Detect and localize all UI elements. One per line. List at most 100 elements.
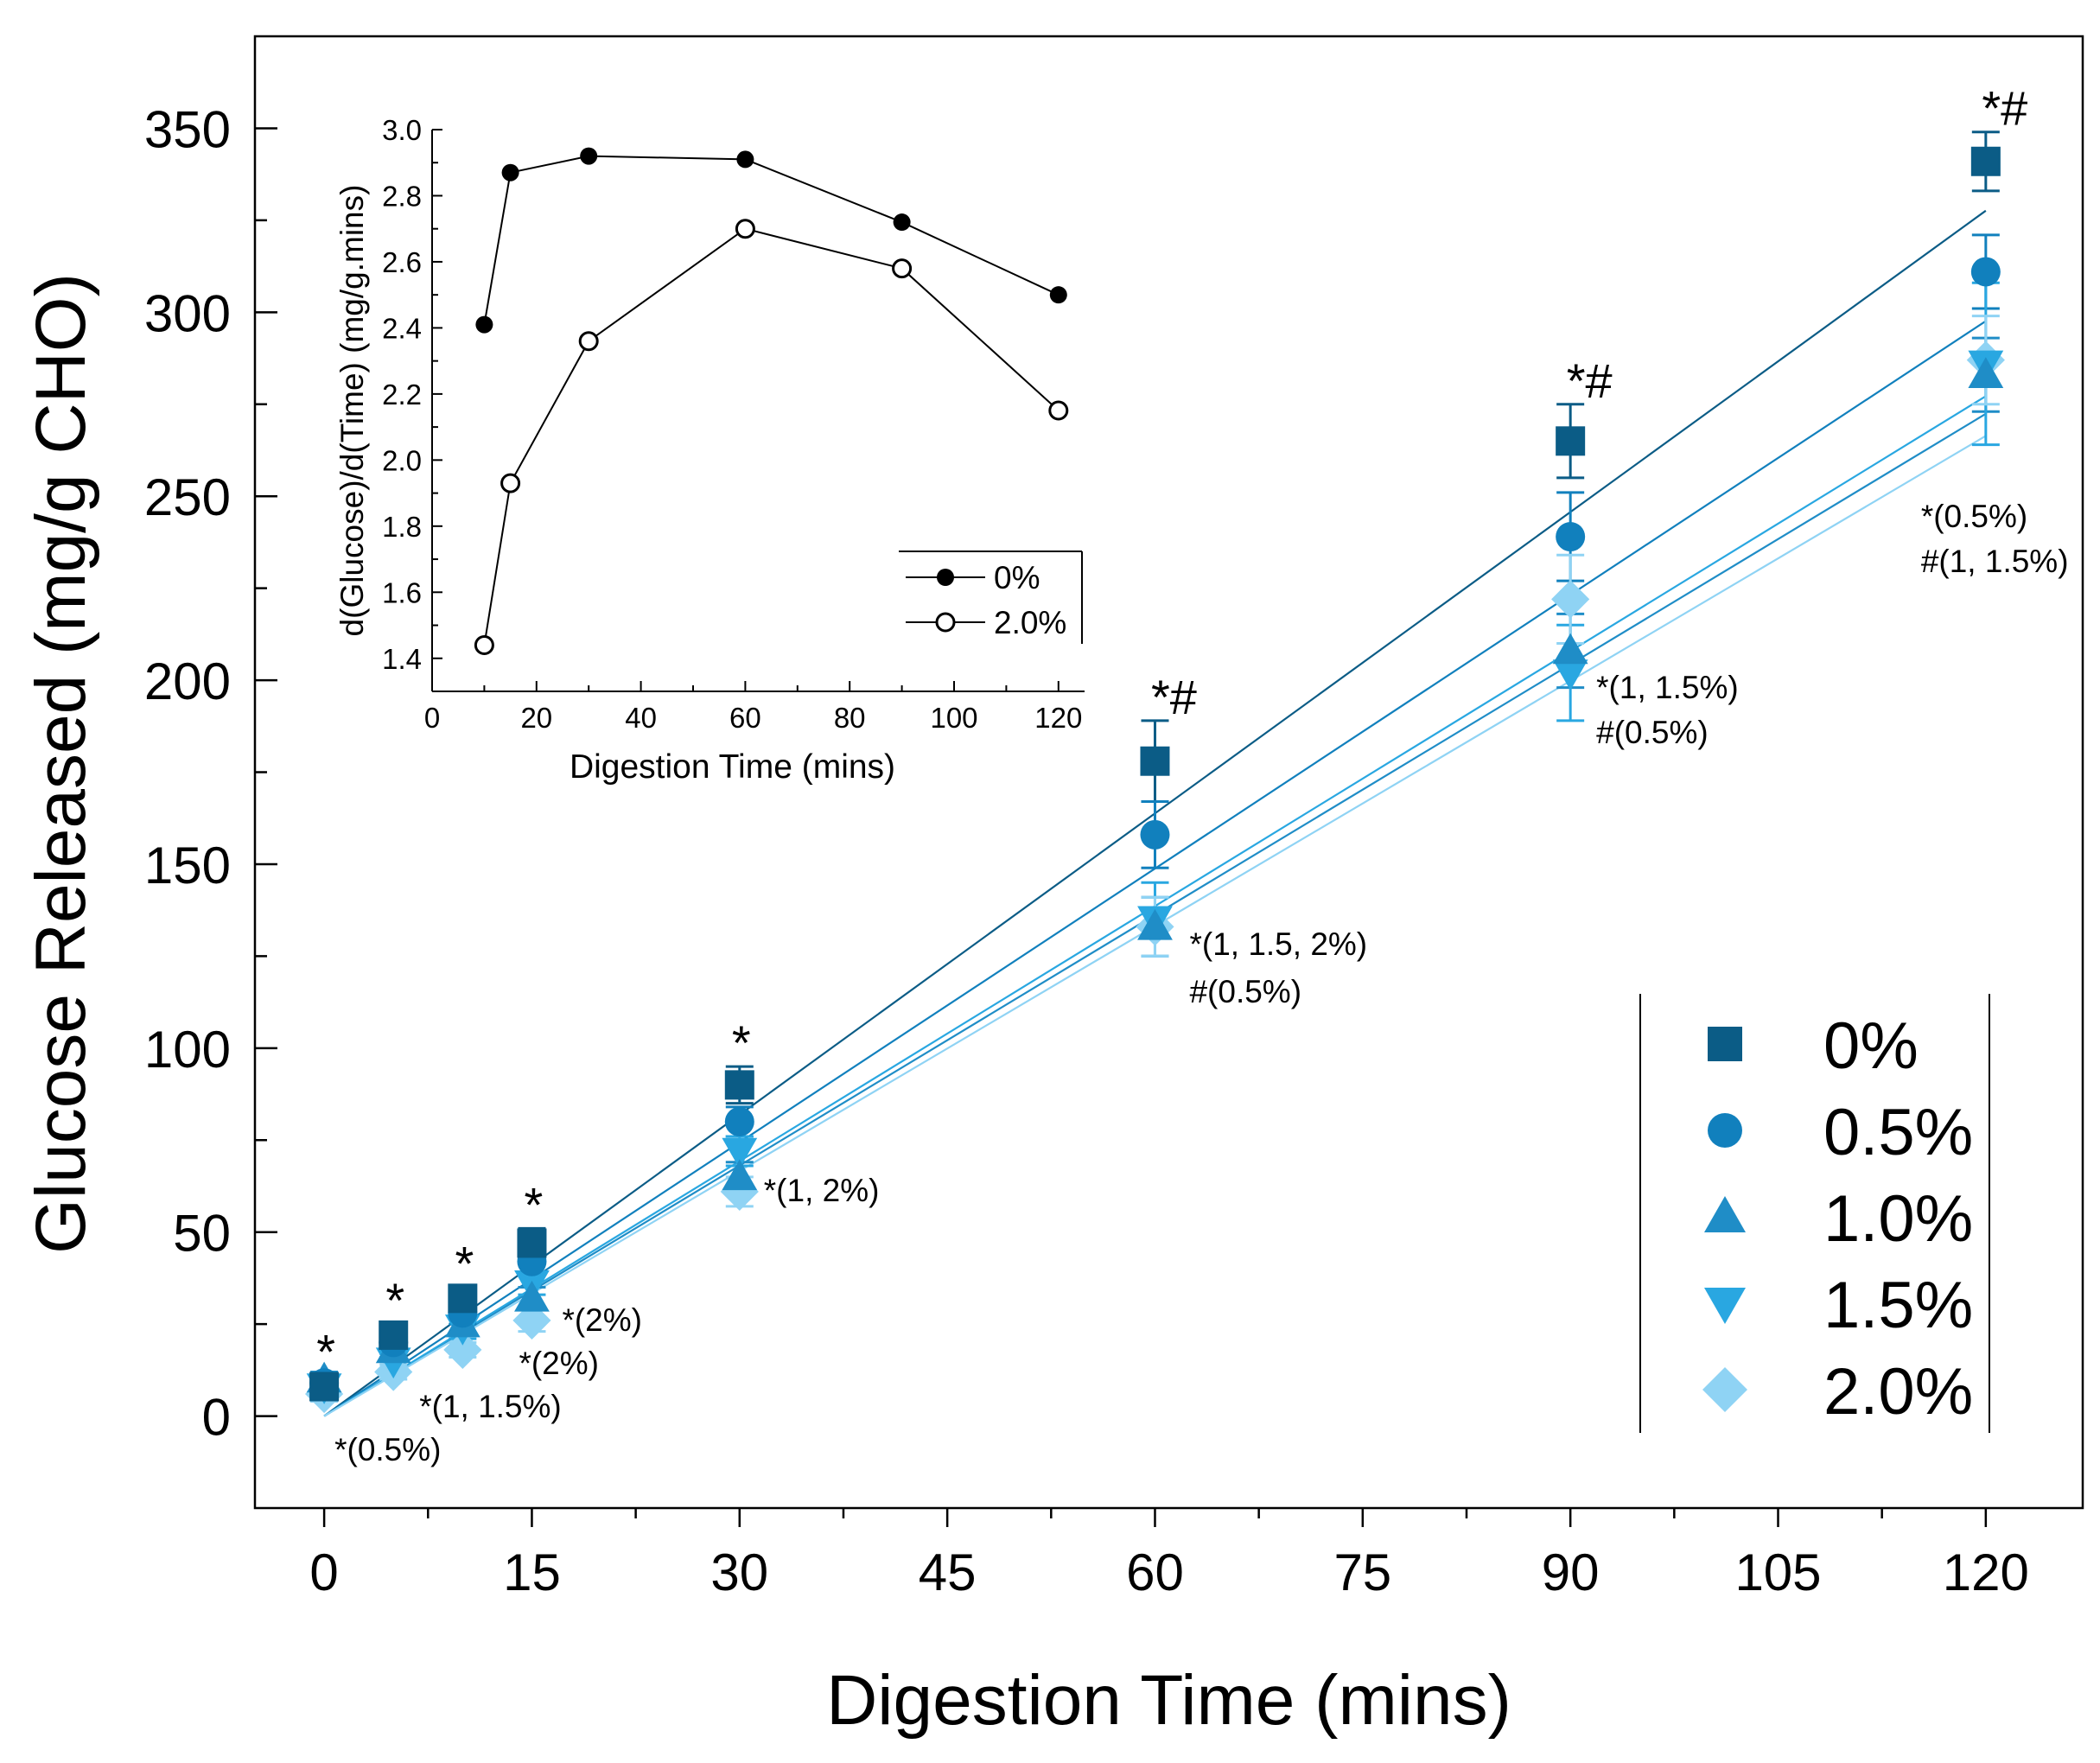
inset-data-point xyxy=(1049,286,1067,304)
inset-x-tick-label: 40 xyxy=(625,702,657,734)
inset-x-tick-label: 100 xyxy=(930,702,977,734)
inset-data-point xyxy=(736,150,754,169)
legend-label: 0.5% xyxy=(1823,1096,1973,1169)
legend-marker xyxy=(1704,1196,1746,1232)
inset-background xyxy=(432,130,1085,691)
inset-y-tick-label: 1.4 xyxy=(382,643,422,675)
annotation: *(1, 1.5, 2%) xyxy=(1189,926,1367,962)
significance-mark: *# xyxy=(1151,670,1197,724)
data-point xyxy=(514,1280,550,1312)
significance-mark: *# xyxy=(1982,81,2027,136)
inset-x-tick-label: 80 xyxy=(834,702,866,734)
annotation: #(0.5%) xyxy=(1189,974,1301,1009)
legend-label: 2.0% xyxy=(1823,1355,1973,1429)
annotation: *(0.5%) xyxy=(1921,499,2027,534)
inset-data-point xyxy=(500,473,521,493)
inset-data-point xyxy=(892,258,913,279)
data-point xyxy=(1968,357,2004,388)
data-point xyxy=(1551,580,1590,619)
data-point xyxy=(1556,426,1586,456)
inset-y-tick-label: 2.2 xyxy=(382,379,422,411)
inset-data-point xyxy=(580,147,598,165)
annotation: *(1, 1.5%) xyxy=(1596,670,1739,705)
inset-x-axis-label: Digestion Time (mins) xyxy=(570,748,895,786)
y-tick-label: 100 xyxy=(144,1021,231,1079)
data-point xyxy=(724,1070,754,1100)
inset-x-tick-label: 60 xyxy=(729,702,761,734)
significance-mark: * xyxy=(732,1015,751,1070)
x-tick-label: 105 xyxy=(1734,1543,1821,1601)
annotation: #(1, 1.5%) xyxy=(1921,544,2069,579)
significance-mark: * xyxy=(385,1273,404,1327)
inset-y-axis-label: d(Glucose)/d(Time) (mg/g.mins) xyxy=(334,185,370,637)
significance-mark: *# xyxy=(1567,353,1613,408)
inset-y-tick-label: 2.6 xyxy=(382,246,422,278)
inset-series-line xyxy=(483,227,1060,646)
inset-data-point xyxy=(578,331,599,352)
data-point xyxy=(309,1372,340,1402)
data-point xyxy=(722,1159,758,1191)
inset-legend-label: 2.0% xyxy=(994,605,1066,640)
data-point xyxy=(1137,908,1173,940)
x-tick-label: 90 xyxy=(1542,1543,1600,1601)
x-tick-label: 30 xyxy=(710,1543,768,1601)
data-point xyxy=(1140,819,1170,850)
x-tick-label: 75 xyxy=(1333,1543,1391,1601)
data-point xyxy=(1552,659,1588,691)
significance-marks: * * * * * *# *# *# xyxy=(316,81,2027,1379)
data-point xyxy=(1970,146,2001,176)
inset-x-tick-label: 0 xyxy=(424,702,440,734)
y-tick-label: 350 xyxy=(144,100,231,158)
inset-legend-label: 0% xyxy=(994,560,1040,595)
legend-label: 0% xyxy=(1823,1009,1919,1083)
inset-legend-marker xyxy=(935,612,956,633)
x-tick-label: 0 xyxy=(309,1543,338,1601)
significance-mark: * xyxy=(455,1237,474,1291)
y-tick-label: 250 xyxy=(144,468,231,526)
data-markers xyxy=(305,146,2005,1414)
significance-mark: * xyxy=(525,1177,544,1232)
inset-data-point xyxy=(735,219,755,239)
inset-series-line xyxy=(483,155,1060,325)
significance-mark: * xyxy=(316,1325,335,1379)
annotation: #(0.5%) xyxy=(1596,715,1709,750)
annotation: *(2%) xyxy=(562,1302,642,1338)
inset-data-point xyxy=(893,213,911,232)
data-point xyxy=(448,1283,478,1314)
inset-y-tick-label: 1.8 xyxy=(382,511,422,543)
annotation: *(0.5%) xyxy=(334,1432,441,1467)
legend-label: 1.5% xyxy=(1823,1269,1973,1342)
x-tick-label: 45 xyxy=(919,1543,977,1601)
legend-marker xyxy=(1708,1027,1742,1061)
y-tick-label: 0 xyxy=(202,1389,231,1447)
legend-marker xyxy=(1708,1113,1742,1148)
data-point xyxy=(724,1106,754,1136)
data-point xyxy=(379,1320,409,1350)
legend: 0% 0.5% 1.0% 1.5% 2.0% xyxy=(1639,994,1990,1433)
data-point xyxy=(517,1228,547,1258)
inset-y-tick-label: 3.0 xyxy=(382,114,422,146)
y-tick-label: 50 xyxy=(173,1205,231,1263)
inset-data-point xyxy=(501,163,519,181)
y-tick-label: 200 xyxy=(144,652,231,710)
y-tick-label: 300 xyxy=(144,284,231,342)
inset-x-tick-label: 120 xyxy=(1034,702,1082,734)
inset-data-point xyxy=(1048,400,1069,421)
inset-chart: 1.4 1.6 1.8 2.0 2.2 2.4 2.6 2.8 3.0 0 20 40 60 80 100 1… xyxy=(334,114,1085,786)
data-point xyxy=(1970,257,2001,287)
data-point xyxy=(1140,746,1170,776)
y-axis-label: Glucose Released (mg/g CHO) xyxy=(22,273,100,1254)
data-point xyxy=(720,1172,759,1211)
legend-marker xyxy=(1704,1288,1746,1324)
annotation: *(1, 1.5%) xyxy=(419,1389,562,1424)
inset-y-tick-label: 2.4 xyxy=(382,312,422,344)
inset-data-point xyxy=(474,634,494,655)
inset-data-point xyxy=(475,315,493,334)
data-point xyxy=(722,1137,758,1169)
data-point xyxy=(443,1330,482,1370)
inset-x-tick-label: 20 xyxy=(520,702,552,734)
annotation: *(1, 2%) xyxy=(764,1173,880,1208)
x-axis-label: Digestion Time (mins) xyxy=(826,1661,1511,1740)
y-tick-label: 150 xyxy=(144,837,231,894)
